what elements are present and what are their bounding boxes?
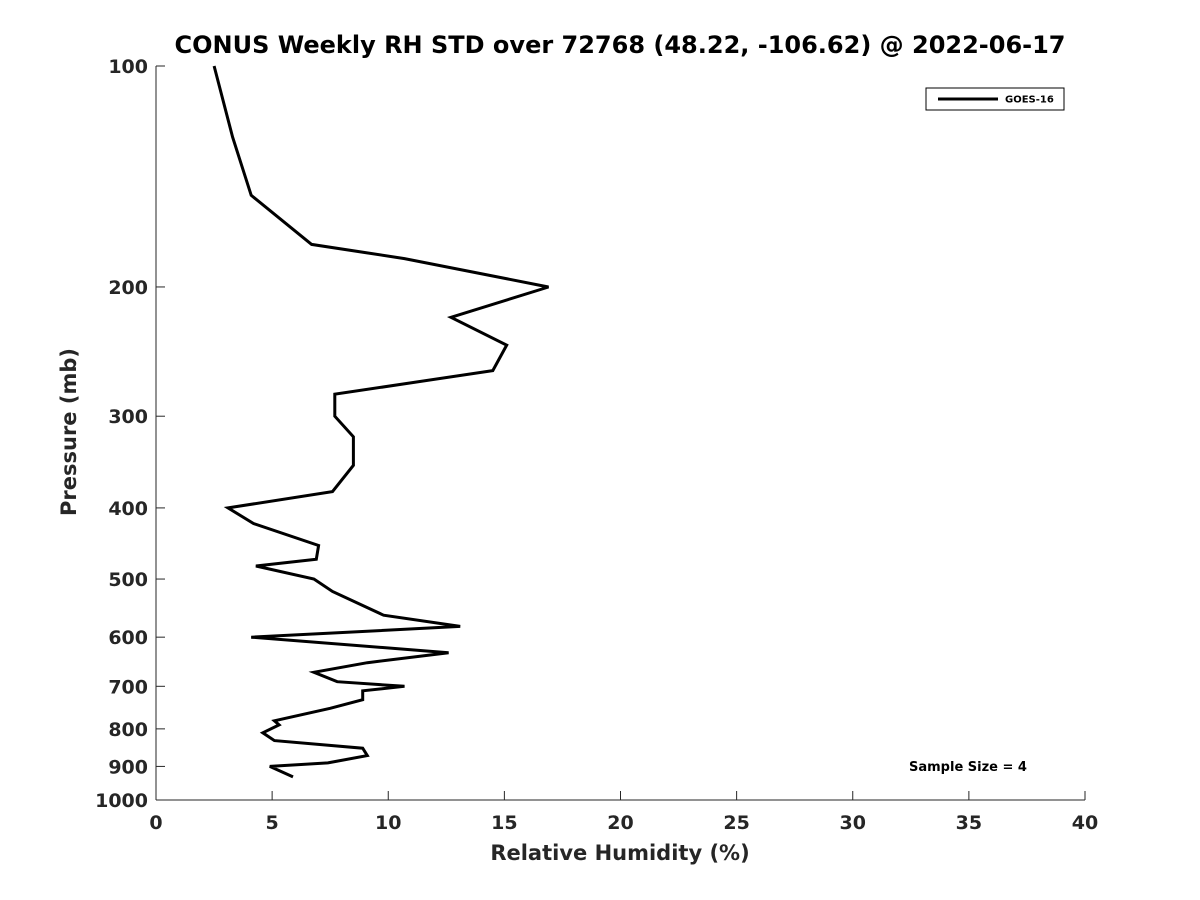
- y-tick-label: 300: [108, 406, 148, 428]
- y-tick-label: 900: [108, 756, 148, 778]
- x-tick-label: 30: [840, 812, 866, 834]
- y-tick-label: 800: [108, 719, 148, 741]
- x-tick-label: 15: [491, 812, 517, 834]
- y-tick-label: 1000: [95, 790, 148, 812]
- x-tick-label: 25: [723, 812, 749, 834]
- y-axis-label: Pressure (mb): [57, 348, 81, 516]
- legend: GOES-16: [925, 87, 1065, 111]
- x-axis-label: Relative Humidity (%): [490, 841, 749, 865]
- series-line-goes-16: [212, 65, 549, 779]
- y-tick-label: 600: [108, 627, 148, 649]
- x-tick-label: 40: [1072, 812, 1098, 834]
- x-tick-label: 20: [607, 812, 633, 834]
- y-tick-label: 500: [108, 569, 148, 591]
- legend-label: GOES-16: [1005, 95, 1054, 106]
- x-tick-label: 35: [956, 812, 982, 834]
- sample-size-annotation: Sample Size = 4: [909, 760, 1027, 775]
- x-tick-label: 10: [375, 812, 401, 834]
- x-tick-label: 0: [149, 812, 162, 834]
- y-tick-label: 700: [108, 676, 148, 698]
- chart-title: CONUS Weekly RH STD over 72768 (48.22, -…: [174, 31, 1065, 59]
- y-tick-label: 100: [108, 56, 148, 78]
- series-group: [212, 65, 549, 779]
- y-tick-label: 200: [108, 277, 148, 299]
- x-axis-ticks: 0 5 10 15 20 25 30 35 40: [149, 791, 1098, 834]
- y-tick-label: 400: [108, 498, 148, 520]
- y-axis-ticks: 100 200 300 400 500 600 700 800 900 1000: [95, 56, 165, 812]
- x-tick-label: 5: [266, 812, 279, 834]
